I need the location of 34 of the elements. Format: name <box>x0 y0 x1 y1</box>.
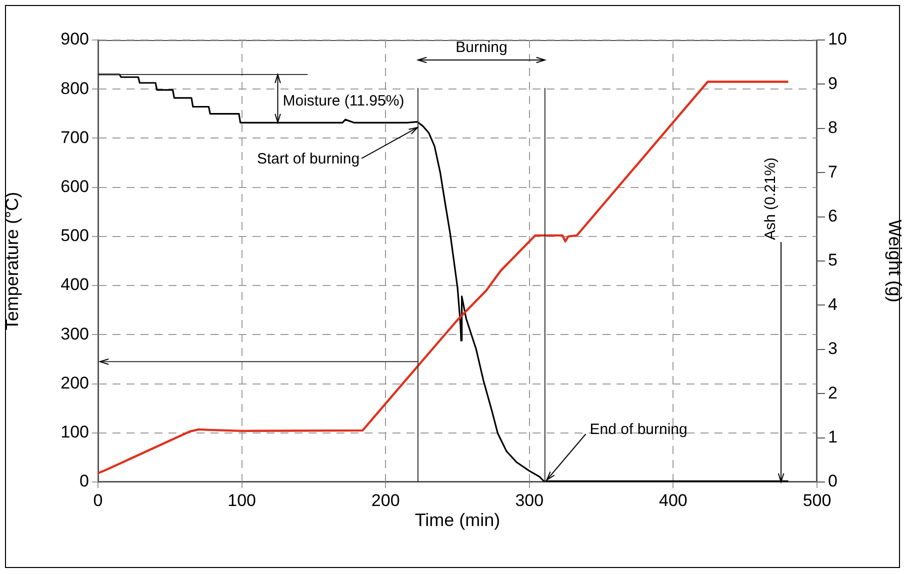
y2-tick-label: 8 <box>828 118 838 138</box>
y2-tick-label: 4 <box>828 294 838 314</box>
annotation: Burning <box>456 39 508 56</box>
x-axis-title: Time (min) <box>414 510 500 530</box>
annotation: Ash (0.21%) <box>762 157 780 240</box>
y2-tick-label: 2 <box>828 383 838 402</box>
y-tick-label: 500 <box>60 226 89 246</box>
x-tick-label: 500 <box>802 490 832 510</box>
y2-tick-label: 0 <box>828 472 838 491</box>
y2-tick-label: 3 <box>828 339 838 358</box>
y2-tick-label: 1 <box>828 427 838 446</box>
y-tick-label: 300 <box>60 324 89 344</box>
annotation: Start of burning <box>256 150 360 168</box>
x-tick-label: 100 <box>228 490 256 510</box>
y2-tick-label: 5 <box>828 250 838 270</box>
x-tick-label: 0 <box>93 490 103 510</box>
y2-axis-title: Weight (g) <box>885 220 906 302</box>
x-tick-label: 200 <box>371 490 400 510</box>
x-tick-label: 300 <box>515 490 544 510</box>
y2-tick-label: 9 <box>828 74 838 93</box>
y2-tick-label: 7 <box>828 162 838 182</box>
y-tick-label: 800 <box>60 78 89 98</box>
y-tick-label: 600 <box>60 177 89 196</box>
y2-tick-label: 6 <box>828 206 838 226</box>
x-tick-label: 400 <box>659 490 688 510</box>
annotation: Moisture (11.95%) <box>282 92 404 110</box>
y-tick-label: 100 <box>60 422 89 442</box>
annotation: End of burning <box>590 421 688 438</box>
y-tick-label: 400 <box>60 275 89 294</box>
y-tick-label: 200 <box>60 373 89 392</box>
y-tick-label: 0 <box>80 472 89 491</box>
y-tick-label: 900 <box>60 30 89 49</box>
y-tick-label: 700 <box>60 128 89 147</box>
y2-tick-label: 10 <box>828 30 847 49</box>
